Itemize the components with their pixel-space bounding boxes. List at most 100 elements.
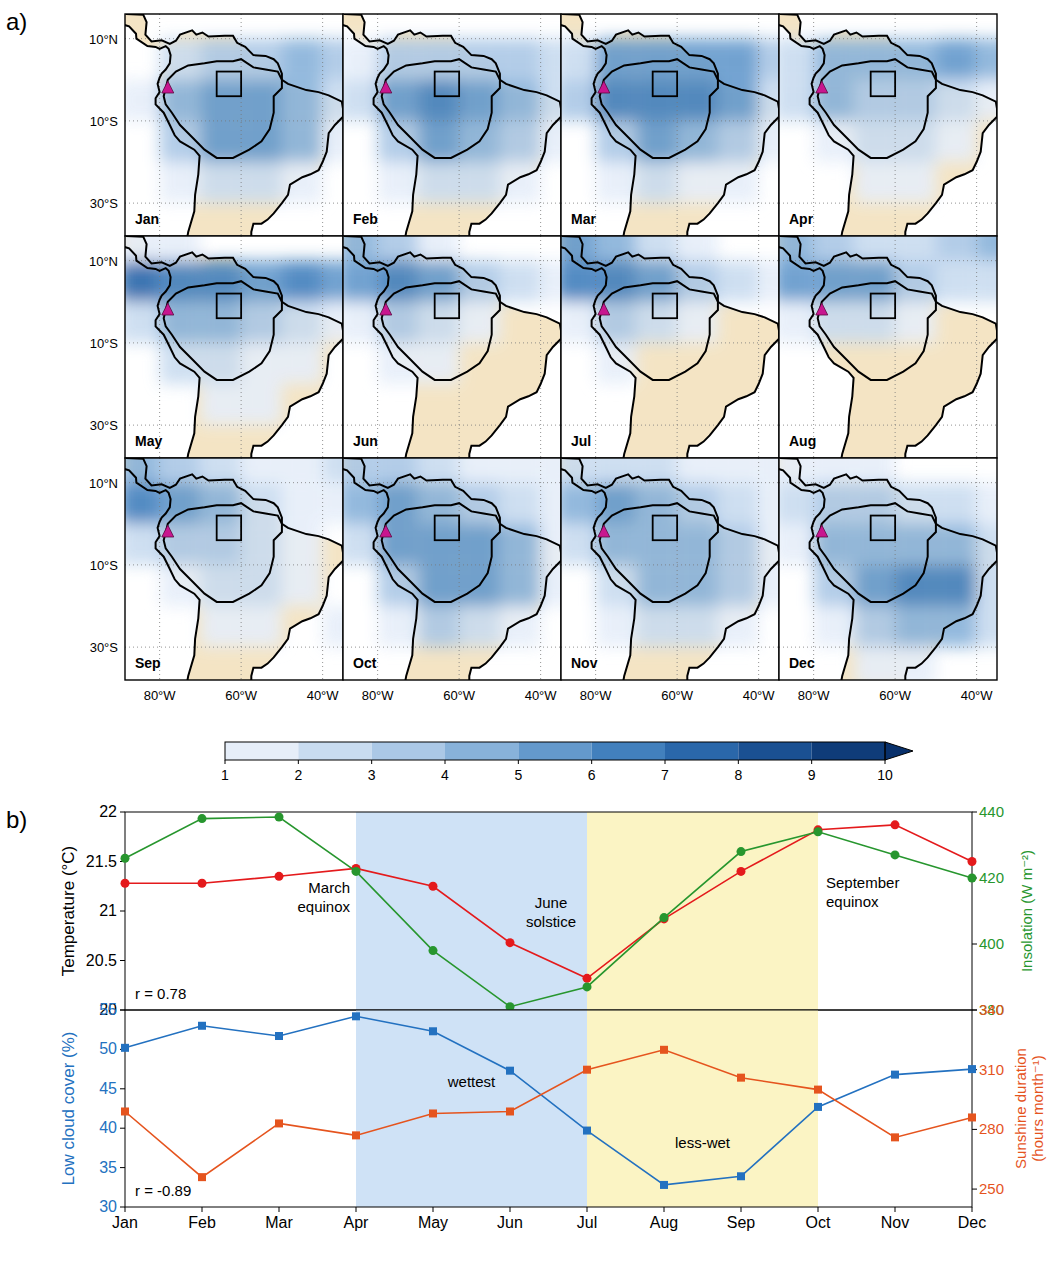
precip-cell (160, 483, 201, 524)
grid-line (322, 14, 323, 236)
precip-cell (459, 384, 500, 425)
series (121, 812, 977, 1010)
data-point (583, 1127, 591, 1135)
precip-cell (895, 302, 936, 343)
precip-cell (779, 39, 814, 80)
precip-cell (779, 121, 814, 162)
grid-line (813, 236, 814, 458)
precip-cell (125, 606, 160, 647)
grid-line (343, 203, 561, 204)
y-tick (120, 1088, 125, 1089)
precip-cell (814, 39, 855, 80)
precip-cell (125, 203, 160, 236)
data-point (121, 854, 130, 863)
data-point (429, 1027, 437, 1035)
precip-cell (125, 524, 160, 565)
grid-line (377, 236, 378, 458)
precip-cell (936, 425, 977, 458)
precip-cell (561, 203, 596, 236)
data-point (429, 882, 438, 891)
basin-outline (382, 503, 500, 602)
grid-line (159, 14, 160, 236)
grid-line (595, 236, 596, 458)
colorbar-tick-label: 7 (661, 767, 669, 783)
precip-cell (282, 236, 323, 261)
precip-cell (718, 384, 759, 425)
map-panel (779, 458, 997, 680)
panel-letter: b) (6, 806, 27, 833)
precip-cell (936, 14, 977, 39)
map-panel (779, 14, 997, 236)
precip-cell (418, 425, 459, 458)
panel-frame (561, 14, 779, 236)
grid-line (561, 564, 779, 565)
precip-cell (854, 524, 895, 565)
site-marker (598, 525, 610, 537)
x-tick-label: Aug (650, 1214, 678, 1231)
grid-line (459, 14, 460, 236)
colorbar-tick (885, 760, 886, 764)
precip-cell (854, 606, 895, 647)
land (125, 236, 343, 458)
y2-tick (972, 812, 977, 813)
colorbar-tick-label: 5 (514, 767, 522, 783)
grid-line (976, 458, 977, 680)
grid-line (677, 458, 678, 680)
data-point (737, 867, 746, 876)
x-tick-label: Dec (958, 1214, 986, 1231)
precip-cell (418, 647, 459, 680)
precip-cell (241, 14, 282, 39)
precip-cell (895, 80, 936, 121)
grid-line (813, 458, 814, 680)
precip-cell (343, 203, 378, 236)
precip-cell (241, 425, 282, 458)
precip-cell (895, 39, 936, 80)
precip-cell (561, 524, 596, 565)
precip-cell (125, 121, 160, 162)
colorbar-tick-label: 8 (734, 767, 742, 783)
colorbar-tick-label: 4 (441, 767, 449, 783)
precip-cell (636, 261, 677, 302)
data-point (275, 1032, 283, 1040)
x-tick-label: Jul (577, 1214, 597, 1231)
lat-tick-label: 30°S (90, 418, 119, 433)
precip-cell (500, 524, 541, 565)
precip-cell (541, 14, 561, 39)
y2-tick-label: 250 (979, 1180, 1004, 1197)
precip-cell (936, 236, 977, 261)
precip-cell (125, 162, 160, 203)
precip-cell (718, 302, 759, 343)
series-line (125, 825, 972, 978)
precip-cell (282, 162, 323, 203)
precip-cell (677, 425, 718, 458)
precip-cell (125, 261, 160, 302)
panel-frame (343, 458, 561, 680)
y-tick (120, 1167, 125, 1168)
precip-cell (977, 384, 997, 425)
month-title: Sep (135, 655, 161, 671)
precip-cell (160, 39, 201, 80)
lat-tick-label: 10°S (90, 336, 119, 351)
x-tick-label: Jan (112, 1214, 138, 1231)
data-point (506, 1067, 514, 1075)
coastline (561, 14, 779, 236)
y2-tick-label: 400 (979, 935, 1004, 952)
precip-cell (541, 384, 561, 425)
basin-outline (818, 59, 936, 158)
precip-cell (282, 483, 323, 524)
precip-cell (561, 121, 596, 162)
coastline (343, 14, 561, 236)
precip-cell (977, 162, 997, 203)
precip-cell (459, 425, 500, 458)
data-point (506, 1107, 514, 1115)
panel-frame (561, 458, 779, 680)
plot-frame (125, 812, 972, 1010)
precip-cell (936, 162, 977, 203)
precip-cell (282, 80, 323, 121)
y-axis-title: Low cloud cover (%) (59, 1031, 78, 1185)
data-point (814, 1103, 822, 1111)
precip-cell (323, 458, 343, 483)
precip-cell (677, 647, 718, 680)
annotation-line: equinox (826, 893, 879, 910)
season-band (356, 1010, 587, 1207)
